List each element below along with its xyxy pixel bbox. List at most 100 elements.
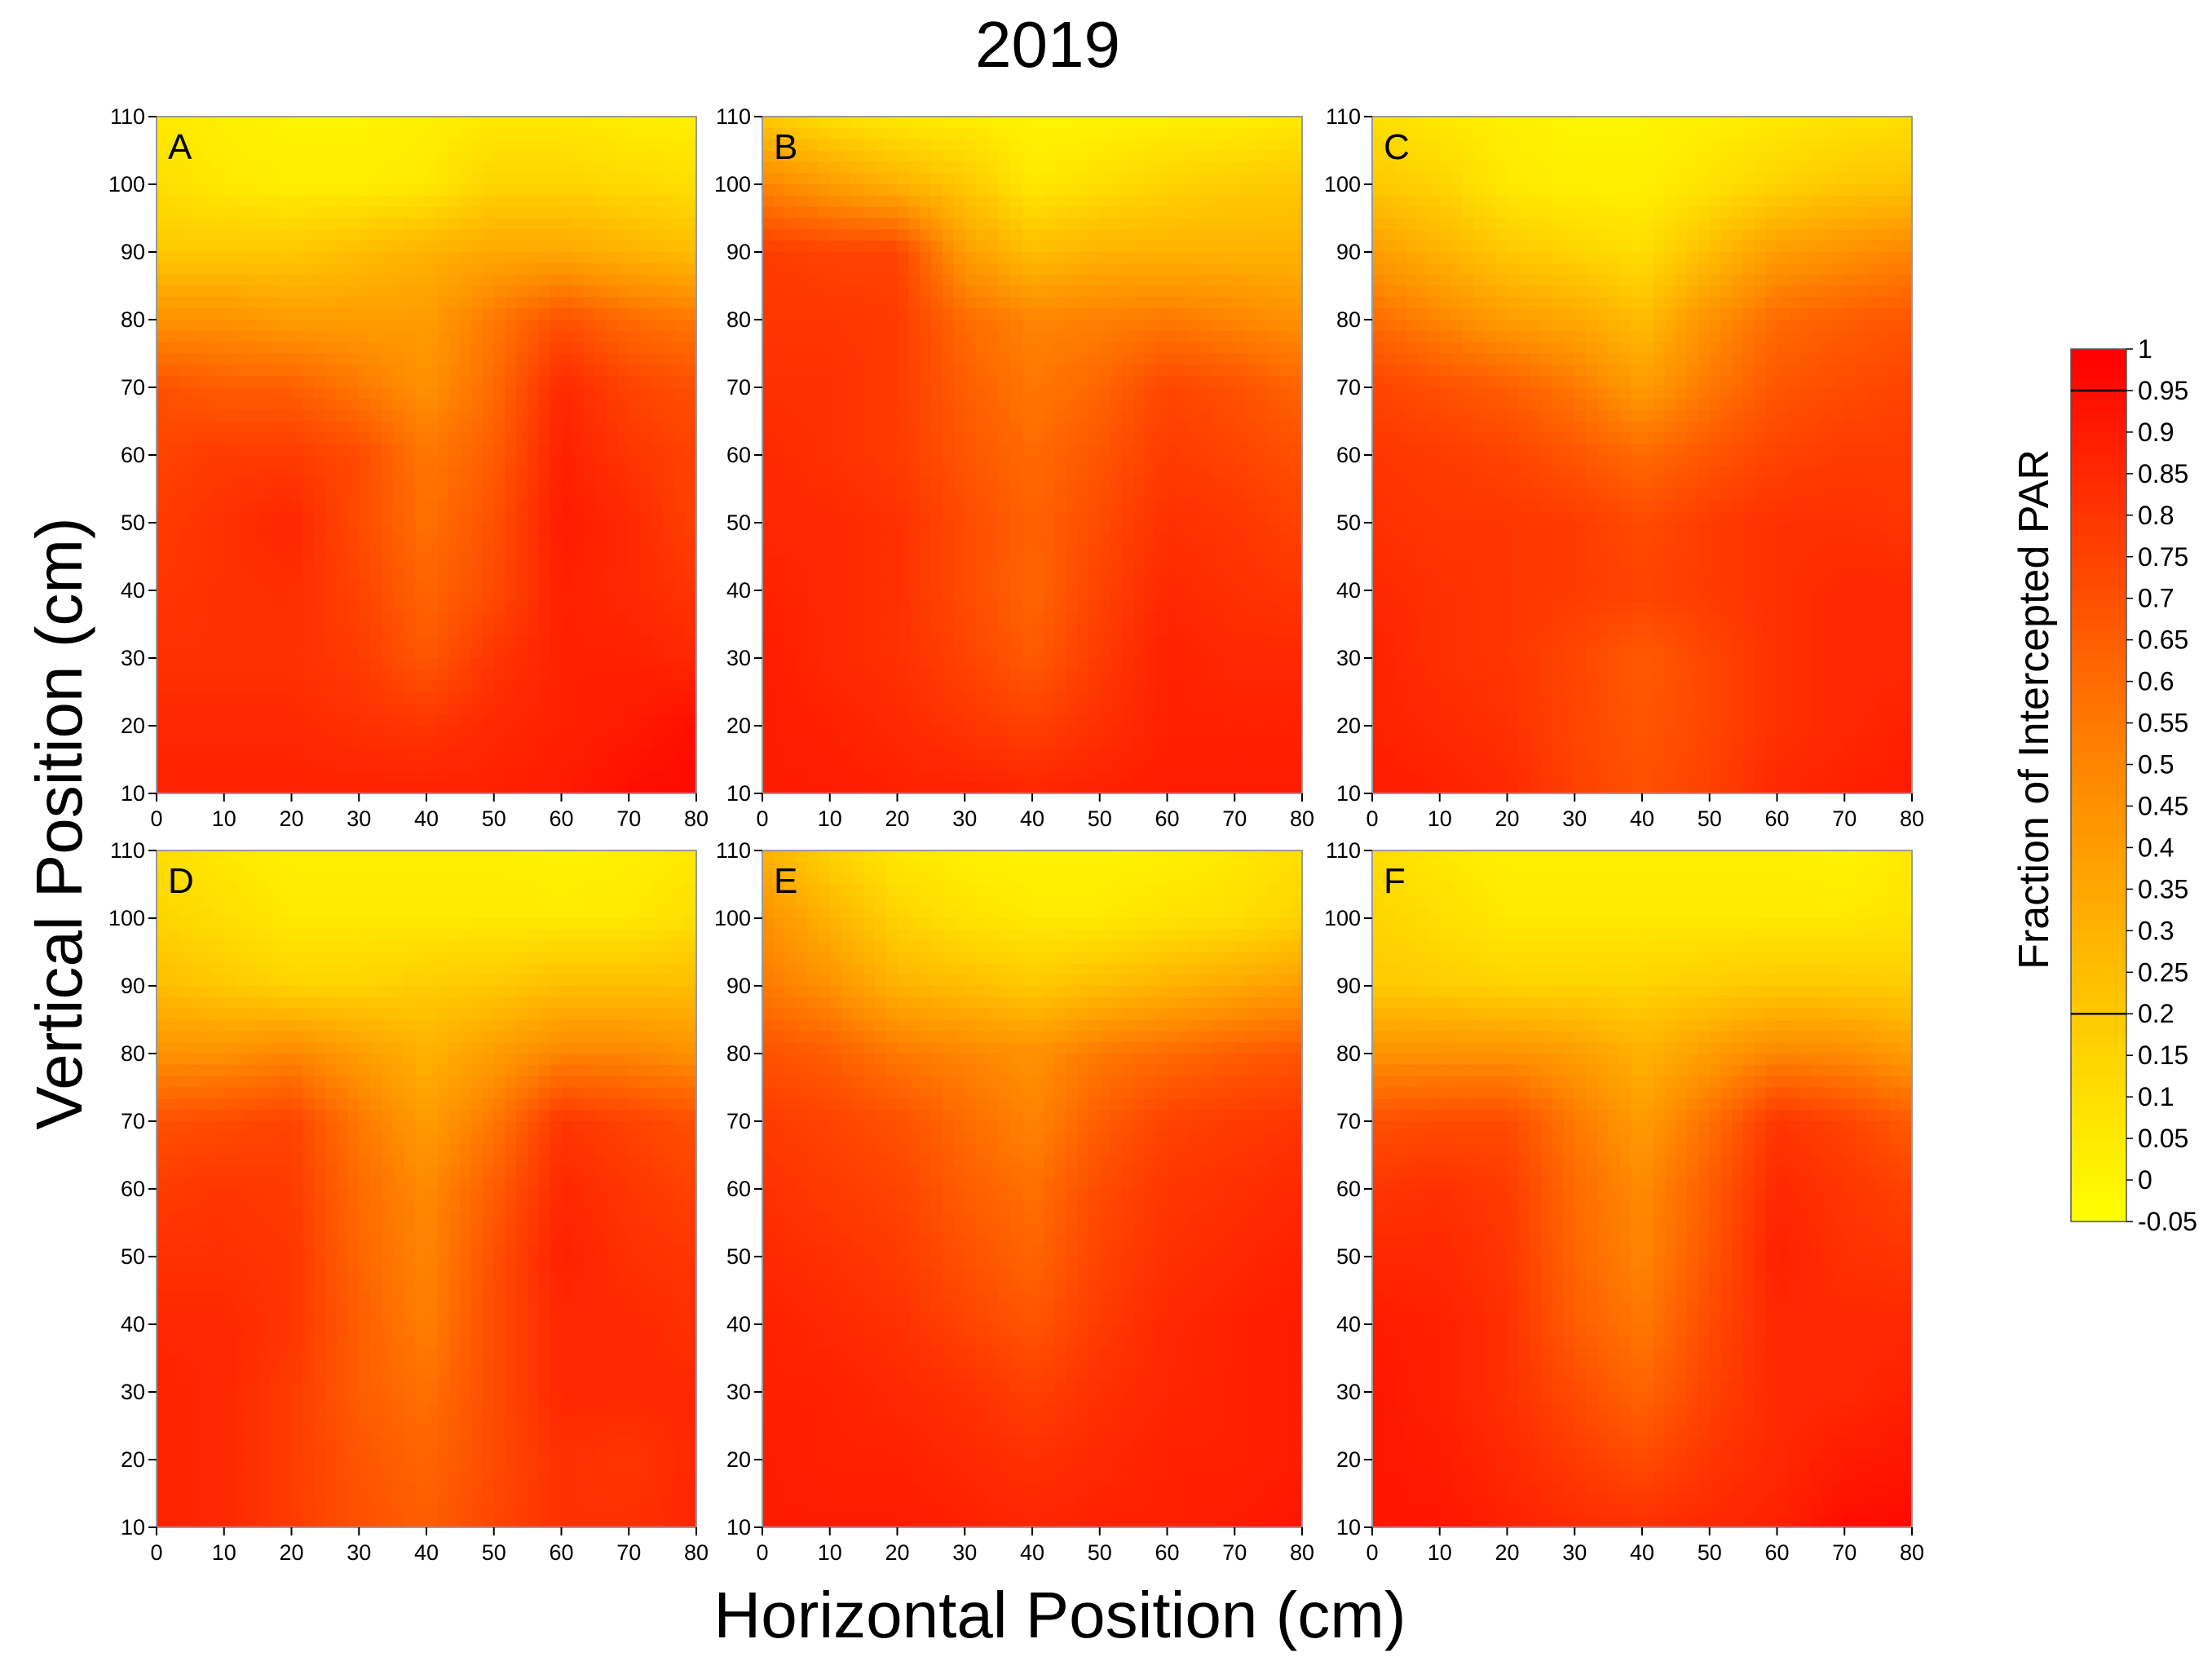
heatmap-cell [651, 500, 664, 512]
heatmap-cell [528, 748, 540, 761]
heatmap-cell [302, 285, 315, 298]
heatmap-cell [167, 421, 180, 434]
heatmap-cell [561, 545, 574, 558]
heatmap-cell [157, 477, 169, 490]
heatmap-cell [784, 601, 797, 614]
heatmap-cell [606, 726, 619, 738]
heatmap-cell [212, 421, 225, 434]
heatmap-cell [617, 308, 630, 320]
heatmap-cell [460, 432, 472, 444]
heatmap-cell [448, 432, 461, 444]
heatmap-cell [606, 297, 619, 309]
heatmap-cell [460, 669, 472, 682]
heatmap-cell [493, 635, 506, 647]
heatmap-cell [807, 409, 819, 422]
heatmap-cell [1178, 455, 1190, 467]
heatmap-cell [841, 229, 854, 241]
heatmap-cell [1054, 127, 1067, 140]
heatmap-cell [965, 421, 977, 434]
heatmap-cell [965, 455, 977, 467]
heatmap-cell [863, 477, 876, 490]
heatmap-cell [606, 150, 619, 163]
heatmap-cell [268, 523, 281, 535]
heatmap-cell [685, 206, 696, 219]
heatmap-cell [1178, 398, 1190, 411]
heatmap-cell [448, 421, 461, 434]
heatmap-cell [460, 330, 472, 343]
heatmap-cell [662, 320, 675, 332]
heatmap-cell [818, 263, 831, 276]
heatmap-cell [998, 308, 1011, 320]
heatmap-cell [179, 150, 192, 163]
heatmap-cell [651, 342, 664, 355]
heatmap-cell [1021, 127, 1033, 140]
heatmap-cell [223, 117, 236, 129]
heatmap-cell [528, 624, 540, 637]
heatmap-cell [179, 342, 192, 355]
heatmap-cell [863, 263, 876, 276]
heatmap-cell [347, 421, 360, 434]
heatmap-cell [942, 409, 955, 422]
heatmap-cell [829, 127, 842, 140]
heatmap-cell [863, 568, 876, 580]
heatmap-cell [404, 771, 417, 783]
heatmap-cell [246, 726, 258, 738]
heatmap-cell [471, 409, 483, 422]
heatmap-cell [528, 477, 540, 490]
heatmap-cell [505, 252, 518, 264]
heatmap-cell [1291, 252, 1302, 264]
heatmap-cell [908, 285, 921, 298]
heatmap-cell [1099, 533, 1112, 546]
heatmap-cell [762, 500, 775, 512]
heatmap-cell [1212, 241, 1225, 253]
heatmap-cell [448, 139, 461, 152]
heatmap-cell [302, 229, 315, 241]
heatmap-cell [784, 398, 797, 411]
heatmap-cell [325, 601, 338, 614]
heatmap-cell [302, 387, 315, 400]
heatmap-cell [818, 533, 831, 546]
heatmap-cell [291, 308, 304, 320]
heatmap-cell [1200, 184, 1213, 197]
heatmap-cell [528, 647, 540, 659]
heatmap-cell [885, 511, 898, 524]
heatmap-cell [157, 647, 169, 659]
heatmap-cell [392, 771, 405, 783]
heatmap-cell [179, 241, 192, 253]
heatmap-cell [561, 691, 574, 705]
heatmap-cell [482, 714, 495, 727]
heatmap-cell [640, 409, 652, 422]
heatmap-cell [953, 252, 966, 264]
heatmap-cell [1009, 421, 1022, 434]
heatmap-cell [908, 161, 921, 174]
heatmap-cell [528, 150, 540, 163]
heatmap-cell [179, 624, 192, 637]
heatmap-cell [437, 150, 450, 163]
heatmap-cell [1077, 127, 1089, 140]
heatmap-cell [190, 206, 202, 219]
heatmap-cell [550, 647, 563, 659]
heatmap-cell [942, 252, 955, 264]
heatmap-cell [908, 579, 921, 591]
heatmap-cell [550, 590, 563, 603]
heatmap-cell [953, 545, 966, 558]
heatmap-cell [1032, 206, 1044, 219]
heatmap-cell [1009, 274, 1022, 287]
heatmap-cell [157, 511, 169, 524]
heatmap-cell [404, 387, 417, 400]
heatmap-cell [629, 771, 641, 783]
heatmap-cell [841, 500, 854, 512]
heatmap-cell [762, 612, 775, 625]
heatmap-cell [1144, 568, 1157, 580]
heatmap-cell [448, 308, 461, 320]
heatmap-cell [874, 127, 887, 140]
heatmap-cell [762, 488, 775, 501]
heatmap-cell [291, 320, 304, 332]
heatmap-cell [953, 127, 966, 140]
heatmap-cell [246, 444, 258, 456]
heatmap-cell [1133, 173, 1146, 185]
heatmap-cell [268, 150, 281, 163]
heatmap-cell [1167, 184, 1180, 197]
heatmap-cell [1223, 409, 1236, 422]
heatmap-cell [773, 409, 786, 422]
